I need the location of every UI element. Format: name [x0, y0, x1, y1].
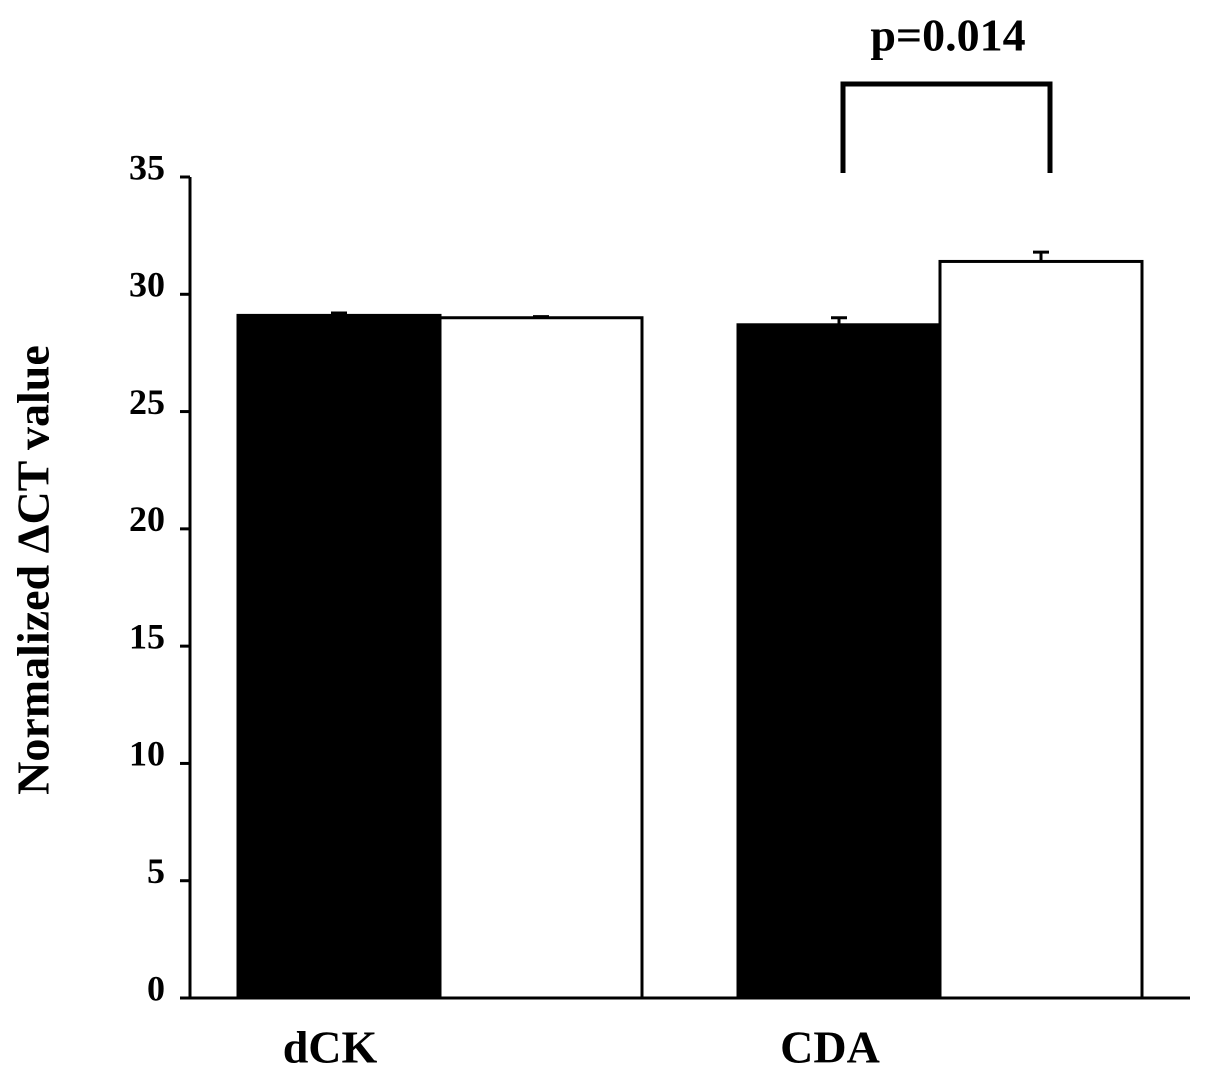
x-tick-label: dCK	[283, 1022, 378, 1073]
error-bar	[831, 316, 847, 325]
y-tick-label: 5	[147, 851, 165, 891]
y-tick-label: 25	[129, 382, 165, 422]
bar	[236, 313, 442, 1000]
error-bar	[1033, 250, 1049, 262]
x-tick-label: CDA	[780, 1022, 880, 1073]
y-axis-label: Normalized ΔCT value	[8, 345, 59, 795]
y-tick-label: 35	[129, 147, 165, 187]
y-tick-label: 10	[129, 734, 165, 774]
y-tick-label: 20	[129, 499, 165, 539]
y-tick-label: 15	[129, 616, 165, 656]
significance-bracket	[840, 81, 1053, 173]
y-tick-label: 30	[129, 265, 165, 305]
error-bar	[331, 311, 347, 316]
bar	[938, 259, 1144, 1000]
annotation: p=0.014	[870, 10, 1025, 61]
error-bar	[533, 315, 549, 319]
bar	[736, 323, 942, 1000]
y-tick-label: 0	[147, 968, 165, 1008]
bar	[438, 316, 644, 1000]
